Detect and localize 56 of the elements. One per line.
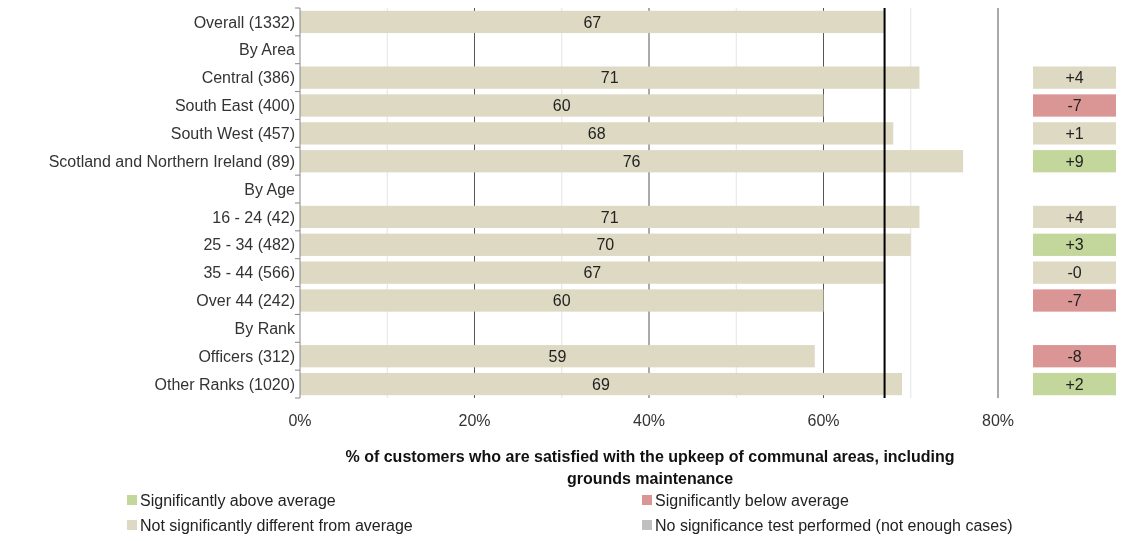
data-label: 60 (552, 292, 571, 310)
category-label: +4 (1065, 69, 1084, 87)
data-label: 76 (622, 152, 641, 170)
category-label: +3 (1065, 236, 1084, 254)
y-tick-label: By Rank (234, 319, 296, 337)
bar (300, 233, 911, 256)
y-tick-label: Central (386) (201, 69, 295, 87)
bar (300, 345, 815, 368)
y-tick-label: Scotland and Northern Ireland (89) (48, 152, 295, 170)
legend-label: Not significantly different from average (140, 516, 413, 534)
bar (300, 10, 885, 34)
legend-label: Significantly below average (655, 491, 849, 509)
y-tick-label: By Age (244, 180, 296, 198)
y-tick-label: 25 - 34 (482) (203, 236, 295, 254)
category-label: -7 (1067, 97, 1082, 115)
y-tick-label: Officers (312) (198, 347, 295, 365)
y-tick-label: 16 - 24 (42) (212, 208, 295, 226)
x-tick-label: 40% (632, 411, 666, 429)
x-axis-title: % of customers who are satisfied with the upkeep of communal areas, including grounds maintenance (345, 447, 955, 487)
bar (300, 94, 824, 117)
y-tick-label: Over 44 (242) (196, 292, 295, 310)
data-label: 69 (592, 375, 611, 393)
x-tick-label: 80% (981, 411, 1015, 429)
x-tick-label: 0% (288, 411, 312, 429)
y-tick-label: 35 - 44 (566) (203, 264, 295, 282)
bar (300, 289, 824, 312)
x-tick-label: 60% (807, 411, 840, 429)
category-label: -8 (1067, 347, 1082, 365)
bar (300, 205, 920, 229)
bar (300, 66, 920, 89)
bar (300, 150, 964, 173)
category-label: +4 (1065, 208, 1084, 226)
bar (300, 372, 903, 396)
bar (300, 122, 894, 145)
legend-label: No significance test performed (not enough cases) (655, 516, 1013, 534)
data-label: 71 (600, 69, 619, 87)
y-tick-label: South West (457) (170, 124, 295, 142)
y-tick-label: Overall (1332) (193, 13, 295, 31)
bar (300, 261, 885, 284)
data-label: 68 (587, 124, 606, 142)
data-label: 71 (600, 208, 619, 226)
legend-label: Significantly above average (140, 491, 336, 509)
data-label: 67 (583, 264, 602, 282)
x-tick-label: 20% (458, 411, 491, 429)
category-label: +2 (1065, 375, 1084, 393)
y-tick-label: Other Ranks (1020) (154, 375, 295, 393)
category-label: -7 (1067, 292, 1082, 310)
category-label: +9 (1065, 152, 1084, 170)
category-label: +1 (1065, 124, 1084, 142)
data-label: 67 (583, 13, 602, 31)
data-label: 59 (548, 347, 567, 365)
y-tick-label: By Area (238, 41, 296, 59)
data-label: 70 (596, 236, 615, 254)
y-tick-label: South East (400) (174, 97, 295, 115)
category-label: -0 (1067, 264, 1082, 282)
data-label: 60 (552, 97, 571, 115)
